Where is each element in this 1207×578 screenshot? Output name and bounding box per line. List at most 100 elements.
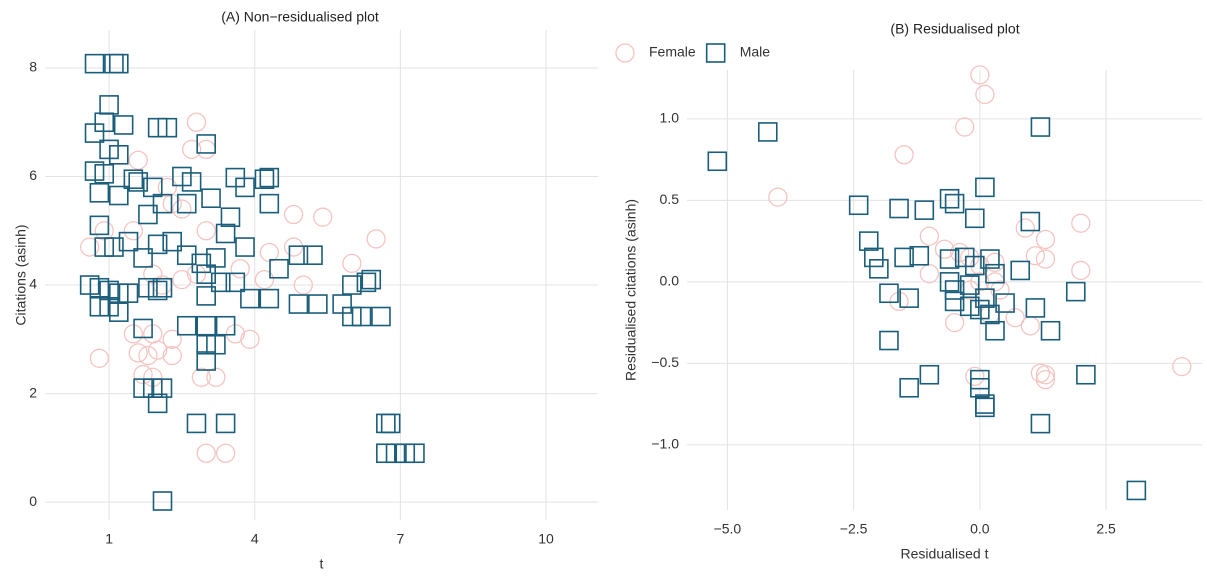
male-point — [975, 177, 995, 198]
male-point — [939, 272, 960, 292]
male-point — [1076, 364, 1096, 385]
female-point — [970, 65, 990, 85]
male-point — [215, 413, 236, 434]
male-point — [351, 306, 372, 327]
male-point — [123, 169, 144, 190]
female-point — [1071, 213, 1091, 233]
legend-key — [615, 43, 635, 63]
male-point — [196, 264, 216, 284]
male-point — [954, 247, 975, 268]
male-point — [225, 272, 246, 293]
male-point — [909, 245, 930, 266]
female-point — [1172, 356, 1192, 377]
female-point — [342, 253, 362, 273]
male-point — [210, 272, 231, 293]
male-point — [235, 237, 255, 257]
female-point — [186, 112, 207, 132]
male-point — [94, 163, 115, 184]
male-point — [964, 208, 985, 229]
male-point — [108, 185, 129, 206]
legend-label: Female — [649, 44, 696, 60]
male-point — [89, 215, 110, 236]
chart-title: (B) Residualised plot — [890, 21, 1019, 37]
y-tick-label: 8 — [29, 59, 37, 75]
x-tick-label: 0.0 — [970, 521, 990, 537]
female-point — [162, 329, 182, 349]
male-point — [147, 393, 168, 414]
male-point — [196, 351, 216, 371]
male-point — [152, 491, 173, 511]
y-tick-label: 6 — [29, 167, 37, 183]
x-axis-label: t — [320, 556, 324, 572]
male-point — [1126, 480, 1147, 501]
female-point — [254, 269, 275, 290]
female-point — [240, 329, 260, 349]
female-point — [949, 242, 970, 263]
female-point — [1005, 308, 1025, 328]
x-tick-label: 7 — [396, 531, 404, 547]
female-point — [313, 207, 333, 227]
male-point — [914, 200, 935, 220]
male-point — [959, 275, 980, 295]
male-point — [176, 245, 197, 265]
male-point — [964, 255, 985, 276]
male-point — [1010, 260, 1031, 281]
male-point — [138, 204, 158, 225]
x-tick-label: −2.5 — [840, 521, 868, 537]
male-point — [919, 364, 940, 385]
male-point — [899, 377, 919, 398]
male-point — [980, 249, 1000, 269]
female-point — [366, 229, 386, 249]
female-point — [138, 345, 158, 366]
female-point — [955, 117, 975, 137]
female-point — [944, 312, 965, 333]
male-point — [380, 413, 401, 434]
female-point — [181, 139, 202, 160]
female-point — [191, 367, 211, 387]
female-point — [919, 226, 940, 246]
male-point — [152, 193, 173, 214]
x-tick-label: 4 — [251, 531, 259, 547]
male-point — [133, 318, 153, 339]
male-point — [147, 234, 168, 255]
female-point — [889, 291, 909, 312]
female-point — [1035, 249, 1056, 269]
male-point — [944, 193, 965, 214]
female-point — [1020, 316, 1040, 336]
male-point — [995, 293, 1015, 313]
female-point — [89, 348, 110, 368]
male-point — [128, 172, 149, 192]
female-point — [1035, 365, 1056, 385]
female-point — [283, 204, 304, 225]
male-point — [186, 413, 207, 434]
male-point — [259, 288, 280, 309]
male-point — [108, 53, 129, 74]
male-point — [176, 315, 197, 336]
female-point — [230, 259, 250, 279]
female-point — [283, 237, 304, 257]
male-point — [196, 315, 216, 336]
male-point — [889, 198, 909, 219]
male-point — [104, 237, 124, 257]
female-point — [128, 343, 148, 363]
male-point — [985, 320, 1005, 341]
male-point — [162, 231, 183, 252]
female-point — [196, 443, 216, 463]
male-point — [970, 299, 990, 320]
male-point — [985, 263, 1005, 284]
y-tick-label: 1.0 — [660, 110, 680, 126]
female-point — [1015, 218, 1035, 238]
female-point — [985, 252, 1005, 272]
male-point — [970, 377, 990, 398]
male-point — [84, 53, 105, 74]
female-point — [293, 275, 313, 295]
y-axis-label: Residualised citations (asinh) — [623, 199, 639, 381]
female-point — [162, 345, 182, 366]
y-axis-label: Citations (asinh) — [13, 224, 29, 325]
male-point — [157, 117, 178, 138]
male-point — [975, 288, 995, 308]
female-point — [919, 264, 940, 284]
male-point — [707, 151, 728, 172]
chart-title: (A) Non−residualised plot — [221, 9, 379, 25]
